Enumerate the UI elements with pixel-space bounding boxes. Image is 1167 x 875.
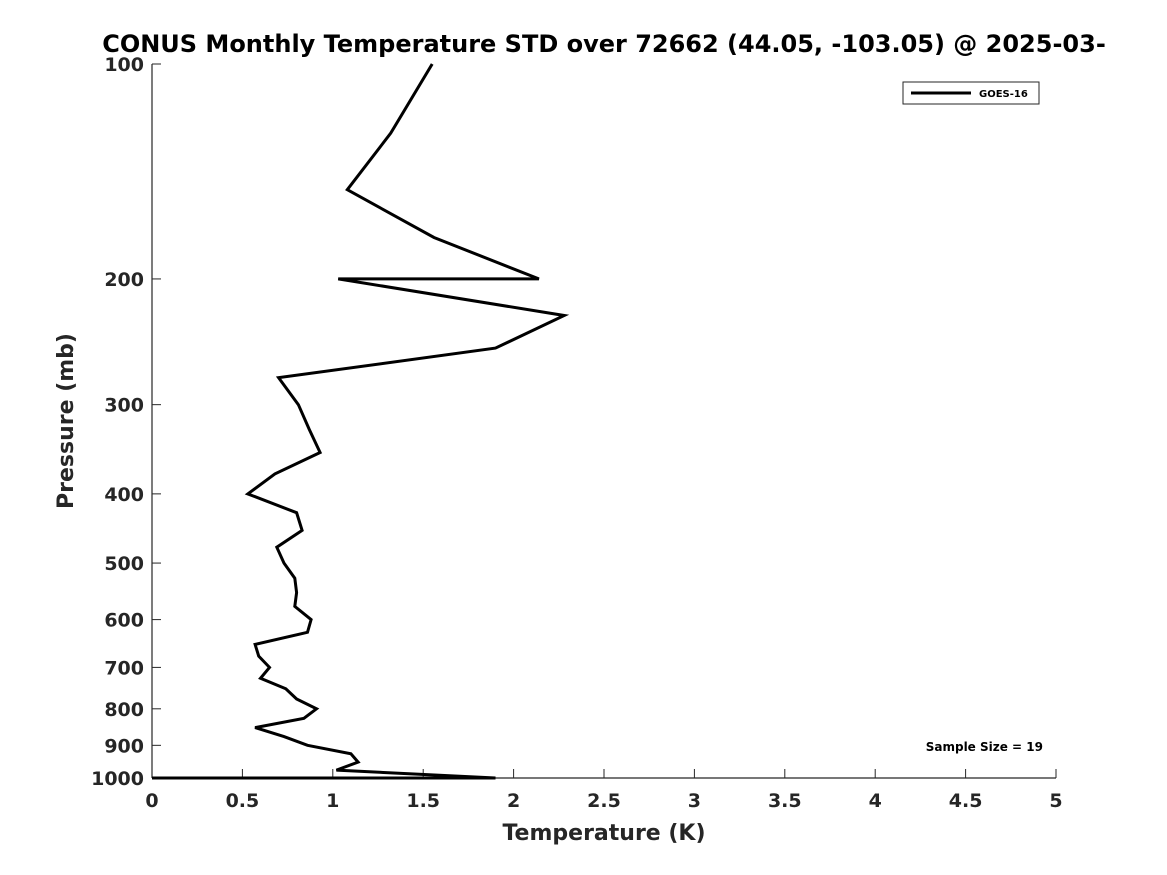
x-ticks: 0 0.5 1 1.5 2 2.5 3 3.5 4 4.5 5 (145, 769, 1063, 812)
sample-size-annotation: Sample Size = 19 (926, 740, 1043, 754)
x-axis-label: Temperature (K) (502, 821, 705, 846)
series-line-goes-16 (152, 63, 570, 780)
x-tick-label: 2 (507, 790, 520, 812)
chart-title: CONUS Monthly Temperature STD over 72662… (102, 30, 1106, 58)
x-tick-label: 4 (869, 790, 882, 812)
x-tick-label: 3.5 (768, 790, 802, 812)
legend: GOES-16 (902, 81, 1040, 105)
plot-area (151, 64, 1056, 779)
x-tick-label: 0 (145, 790, 158, 812)
x-tick-label: 3 (688, 790, 701, 812)
x-tick-label: 5 (1049, 790, 1062, 812)
y-tick-label: 1000 (91, 768, 144, 790)
y-tick-label: 200 (104, 269, 144, 291)
y-axis-label: Pressure (mb) (54, 333, 79, 509)
y-ticks: 100 200 300 400 500 600 700 800 900 1000 (91, 54, 161, 790)
x-tick-label: 4.5 (949, 790, 983, 812)
y-tick-label: 400 (104, 484, 144, 506)
y-tick-label: 900 (104, 735, 144, 757)
x-tick-label: 0.5 (226, 790, 260, 812)
x-tick-label: 1.5 (406, 790, 440, 812)
x-tick-label: 2.5 (587, 790, 621, 812)
y-tick-label: 800 (104, 699, 144, 721)
y-tick-label: 300 (104, 395, 144, 417)
series-layer (152, 63, 570, 780)
y-tick-label: 500 (104, 553, 144, 575)
x-tick-label: 1 (326, 790, 339, 812)
legend-label: GOES-16 (979, 89, 1028, 100)
y-tick-label: 600 (104, 610, 144, 632)
y-tick-label: 700 (104, 657, 144, 679)
y-tick-label: 100 (104, 54, 144, 76)
